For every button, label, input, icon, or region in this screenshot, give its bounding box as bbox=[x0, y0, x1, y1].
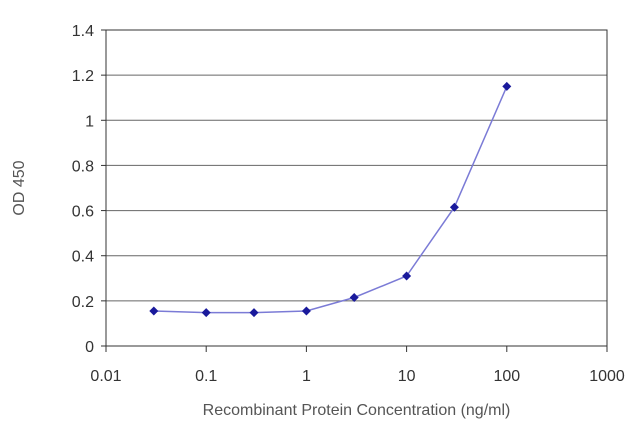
x-tick-label: 100 bbox=[493, 368, 520, 385]
x-tick-label: 10 bbox=[398, 368, 416, 385]
series-line bbox=[153, 86, 508, 314]
plot-frame bbox=[105, 29, 608, 347]
series-layer bbox=[149, 81, 512, 318]
y-tick-label: 1.4 bbox=[72, 23, 94, 40]
data-point bbox=[349, 293, 359, 302]
x-tick-label: 1000 bbox=[589, 368, 625, 385]
data-point bbox=[301, 306, 311, 316]
data-point bbox=[402, 271, 412, 281]
x-tick-label: 0.1 bbox=[195, 368, 217, 385]
x-axis-title: Recombinant Protein Concentration (ng/ml… bbox=[203, 402, 511, 419]
x-axis-ticks: 0.01 0.1 1 10 100 1000 bbox=[90, 346, 625, 385]
grid-lines bbox=[106, 29, 607, 302]
plot-area-border bbox=[105, 29, 608, 347]
data-point bbox=[149, 306, 159, 316]
y-tick-label: 1.2 bbox=[72, 68, 94, 85]
data-point bbox=[201, 308, 211, 318]
y-tick-label: 1 bbox=[85, 113, 94, 130]
data-point bbox=[249, 308, 259, 318]
y-tick-label: 0.8 bbox=[72, 158, 94, 175]
x-tick-label: 0.01 bbox=[90, 368, 121, 385]
y-tick-label: 0.2 bbox=[72, 294, 94, 311]
data-point bbox=[449, 202, 459, 212]
x-tick-label: 1 bbox=[302, 368, 311, 385]
y-tick-label: 0.4 bbox=[72, 249, 94, 266]
y-tick-label: 0.6 bbox=[72, 204, 94, 221]
data-point bbox=[502, 81, 512, 91]
y-tick-label: 0 bbox=[85, 339, 94, 356]
y-axis-ticks: 0 0.2 0.4 0.6 0.8 1 1.2 1.4 bbox=[72, 23, 106, 356]
y-axis-title: OD 450 bbox=[11, 160, 28, 215]
